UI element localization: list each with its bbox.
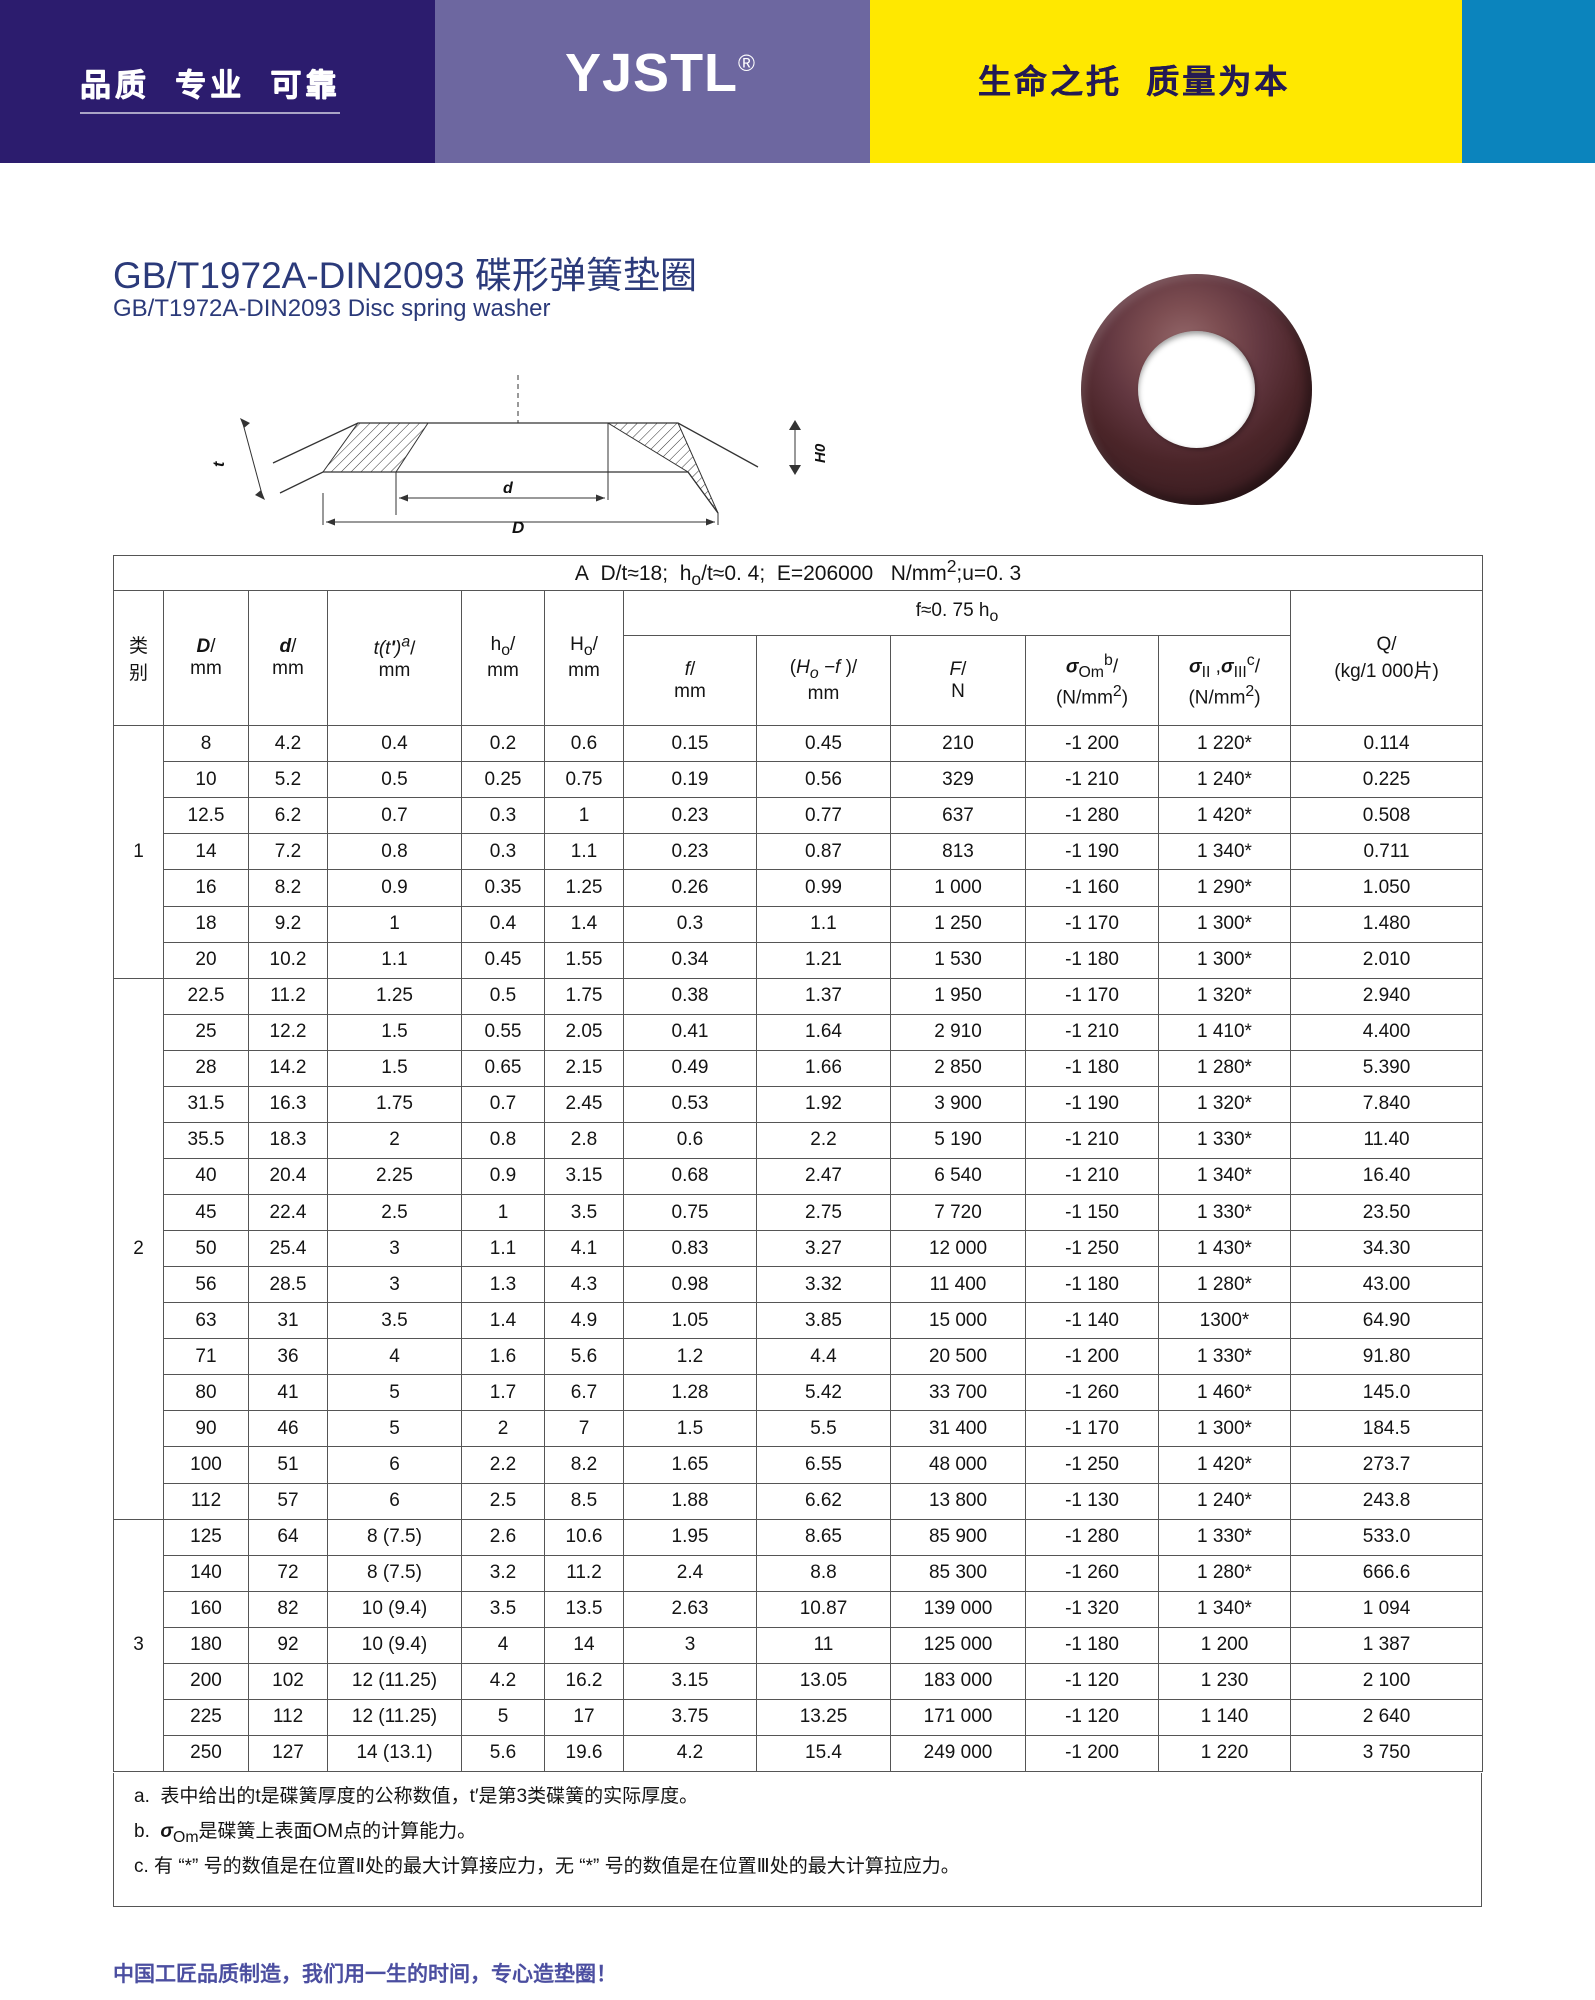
svg-text:D: D [512,518,524,535]
svg-text:d: d [503,480,514,497]
svg-text:H0: H0 [812,443,829,463]
svg-text:t: t [211,461,228,467]
